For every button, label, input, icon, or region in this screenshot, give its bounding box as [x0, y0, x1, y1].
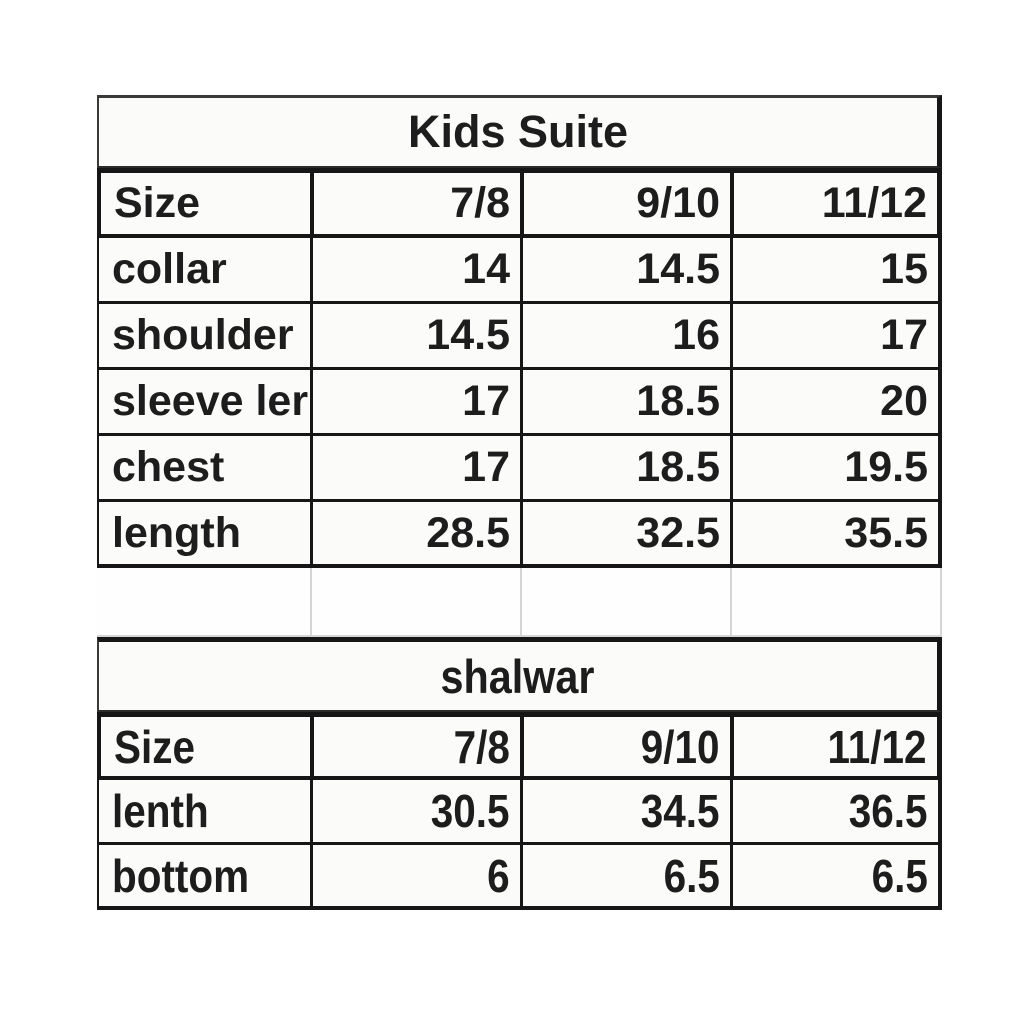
table-row-length: length 28.5 32.5 35.5 — [97, 502, 942, 568]
column-header-9-10: 9/10 — [520, 168, 730, 238]
cell-value-text: 20 — [880, 377, 928, 425]
cell-value: 36.5 — [730, 780, 942, 845]
cell-value: 6.5 — [520, 845, 730, 910]
table-row-collar: collar 14 14.5 15 — [97, 238, 942, 304]
column-header-text: Size — [114, 720, 196, 773]
cell-value: 16 — [520, 304, 730, 370]
kids-suite-header-row: Size 7/8 9/10 11/12 — [97, 168, 942, 238]
column-header-text: Size — [114, 179, 201, 227]
cell-value-text: 6 — [487, 849, 510, 902]
cell-value-text: 18.5 — [636, 377, 720, 425]
cell-value-text: 17 — [462, 443, 510, 491]
row-label-text: collar — [112, 245, 227, 293]
column-header-text: 11/12 — [821, 179, 927, 227]
cell-value: 35.5 — [730, 502, 942, 568]
cell-value-text: 19.5 — [844, 443, 928, 491]
cell-value: 30.5 — [310, 780, 520, 845]
column-header-text: 9/10 — [636, 179, 720, 227]
column-header-size: Size — [97, 168, 310, 238]
column-header-11-12: 11/12 — [730, 712, 942, 780]
cell-value: 32.5 — [520, 502, 730, 568]
cell-value-text: 14.5 — [426, 311, 510, 359]
cell-value: 14 — [310, 238, 520, 304]
cell-value-text: 14 — [462, 245, 510, 293]
cell-value: 18.5 — [520, 436, 730, 502]
table-row-sleeve-length: sleeve ler 17 18.5 20 — [97, 370, 942, 436]
shalwar-header-row: Size 7/8 9/10 11/12 — [97, 712, 942, 780]
row-label: lenth — [97, 780, 310, 845]
row-label-text: chest — [112, 443, 225, 491]
cell-value: 6.5 — [730, 845, 942, 910]
kids-suite-title-text: Kids Suite — [407, 106, 629, 157]
row-label: sleeve ler — [97, 370, 310, 436]
kids-suite-table: Kids Suite Size 7/8 9/10 11/12 collar 14 — [97, 95, 942, 568]
cell-value-text: 15 — [880, 245, 928, 293]
table-row-bottom: bottom 6 6.5 6.5 — [97, 845, 942, 910]
row-label: chest — [97, 436, 310, 502]
column-header-text: 7/8 — [453, 720, 510, 773]
column-header-text: 7/8 — [450, 179, 510, 227]
column-header-size: Size — [97, 712, 310, 780]
table-row-chest: chest 17 18.5 19.5 — [97, 436, 942, 502]
cell-value: 20 — [730, 370, 942, 436]
cell-value: 14.5 — [520, 238, 730, 304]
kids-suite-title: Kids Suite — [97, 95, 942, 168]
cell-value: 17 — [310, 436, 520, 502]
cell-value: 28.5 — [310, 502, 520, 568]
cell-value: 14.5 — [310, 304, 520, 370]
size-chart: Kids Suite Size 7/8 9/10 11/12 collar 14 — [97, 95, 942, 910]
row-label-text: bottom — [112, 849, 250, 902]
row-label-text: sleeve ler — [112, 377, 309, 425]
empty-grid-cell — [97, 568, 310, 635]
cell-value: 18.5 — [520, 370, 730, 436]
column-header-7-8: 7/8 — [310, 168, 520, 238]
row-label: shoulder — [97, 304, 310, 370]
row-label: length — [97, 502, 310, 568]
column-header-11-12: 11/12 — [730, 168, 942, 238]
shalwar-table: shalwar Size 7/8 9/10 11/12 lenth 30.5 — [97, 637, 942, 910]
cell-value-text: 14.5 — [636, 245, 720, 293]
row-label-text: shoulder — [112, 311, 294, 359]
column-header-text: 9/10 — [641, 720, 720, 773]
row-label-text: length — [112, 508, 241, 557]
cell-value: 34.5 — [520, 780, 730, 845]
table-row-shoulder: shoulder 14.5 16 17 — [97, 304, 942, 370]
cell-value-text: 6.5 — [663, 849, 720, 902]
cell-value-text: 17 — [462, 377, 510, 425]
empty-grid-cell — [730, 568, 942, 635]
cell-value: 6 — [310, 845, 520, 910]
column-header-text: 11/12 — [827, 720, 927, 773]
table-row-lenth: lenth 30.5 34.5 36.5 — [97, 780, 942, 845]
empty-grid-cell — [310, 568, 520, 635]
row-label: collar — [97, 238, 310, 304]
row-label-text: lenth — [112, 785, 209, 837]
cell-value-text: 35.5 — [844, 508, 928, 557]
cell-value: 17 — [310, 370, 520, 436]
shalwar-title: shalwar — [97, 637, 942, 712]
column-header-9-10: 9/10 — [520, 712, 730, 780]
cell-value-text: 32.5 — [636, 508, 720, 557]
column-header-7-8: 7/8 — [310, 712, 520, 780]
cell-value-text: 30.5 — [431, 785, 510, 837]
empty-grid-row — [97, 568, 942, 637]
cell-value-text: 17 — [880, 311, 928, 359]
cell-value-text: 36.5 — [849, 785, 928, 837]
cell-value-text: 34.5 — [641, 785, 720, 837]
cell-value: 19.5 — [730, 436, 942, 502]
cell-value-text: 28.5 — [426, 508, 510, 557]
cell-value-text: 6.5 — [871, 849, 928, 902]
shalwar-title-text: shalwar — [440, 649, 596, 703]
row-label: bottom — [97, 845, 310, 910]
cell-value-text: 16 — [672, 311, 720, 359]
cell-value: 15 — [730, 238, 942, 304]
cell-value: 17 — [730, 304, 942, 370]
cell-value-text: 18.5 — [636, 443, 720, 491]
empty-grid-cell — [520, 568, 730, 635]
